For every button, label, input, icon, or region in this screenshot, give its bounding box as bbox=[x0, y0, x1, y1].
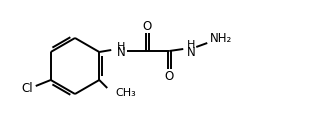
Text: O: O bbox=[143, 19, 152, 33]
Text: CH₃: CH₃ bbox=[115, 88, 136, 98]
Text: O: O bbox=[165, 70, 174, 83]
Text: H: H bbox=[187, 40, 195, 50]
Text: NH₂: NH₂ bbox=[210, 31, 232, 44]
Text: Cl: Cl bbox=[21, 83, 33, 95]
Text: H: H bbox=[117, 42, 125, 52]
Text: N: N bbox=[117, 47, 126, 59]
Text: N: N bbox=[187, 47, 196, 59]
